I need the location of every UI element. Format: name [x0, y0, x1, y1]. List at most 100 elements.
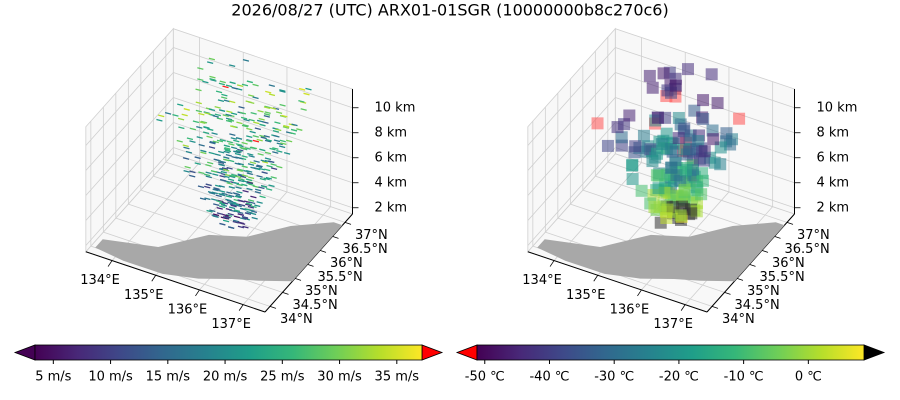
- tick-mark: [294, 278, 302, 281]
- wind-arrow: [300, 108, 307, 111]
- wind-arrow: [256, 174, 263, 178]
- wind-arrow: [241, 155, 248, 158]
- wind-arrow: [200, 120, 208, 124]
- colorbar-tick-label: 30 m/s: [317, 370, 362, 385]
- grid-line: [527, 97, 616, 196]
- tick-mark: [307, 264, 314, 267]
- wind-arrow: [265, 176, 273, 180]
- wind-arrow: [283, 124, 290, 128]
- wind-arrow: [210, 79, 217, 82]
- wind-arrow: [207, 128, 214, 131]
- grid-line: [85, 72, 174, 171]
- wind-arrow: [260, 159, 267, 163]
- wind-arrow: [244, 203, 252, 207]
- voxel: [591, 117, 604, 130]
- tick-mark: [151, 275, 157, 282]
- wind-arrow: [260, 136, 267, 140]
- wind-arrow: [225, 195, 233, 199]
- wind-arrow: [232, 181, 240, 185]
- wind-arrow: [279, 103, 286, 107]
- wind-arrow: [252, 96, 259, 100]
- colorbar-tick-label: 35 m/s: [375, 370, 420, 385]
- y-tick-label: 34.5°N: [293, 298, 338, 313]
- wind-arrow: [183, 108, 190, 111]
- wind-arrow: [195, 101, 202, 105]
- wind-arrow: [209, 191, 216, 195]
- wind-arrow: [194, 156, 201, 160]
- wind-arrow: [219, 175, 226, 178]
- wind-arrow: [196, 136, 203, 139]
- voxel: [635, 184, 648, 197]
- wind-arrow: [208, 151, 215, 155]
- x-tick-label: 136°E: [168, 302, 208, 317]
- voxel: [637, 129, 650, 142]
- wind-arrow: [229, 203, 237, 207]
- wind-arrow: [205, 163, 212, 167]
- wind-arrow: [264, 139, 272, 143]
- colorbar-tick-label: -20 ℃: [659, 370, 699, 385]
- voxel: [657, 67, 670, 80]
- grid-line: [85, 147, 174, 246]
- colorbar-under: [13, 344, 36, 361]
- wind-arrow: [233, 150, 240, 154]
- wind-arrow: [235, 143, 243, 147]
- wind-arrow: [238, 178, 245, 181]
- voxel: [705, 68, 718, 81]
- tick-mark: [711, 306, 719, 309]
- wind-arrow: [207, 161, 214, 165]
- wind-arrow: [209, 209, 216, 213]
- wind-arrow: [222, 85, 229, 89]
- wind-arrow: [221, 192, 228, 196]
- wind-arrow: [250, 166, 257, 170]
- wind-arrow: [185, 150, 193, 154]
- voxel: [646, 81, 659, 94]
- voxel: [683, 145, 696, 158]
- wind-arrow: [197, 78, 204, 81]
- wind-arrow: [246, 181, 254, 185]
- colorbar-tick-label: -30 ℃: [594, 370, 634, 385]
- wind-arrow: [246, 80, 254, 84]
- voxel: [643, 69, 656, 82]
- wind-arrow: [243, 200, 251, 204]
- voxel: [674, 174, 687, 187]
- wind-arrow: [218, 205, 226, 209]
- wind-arrow: [192, 120, 200, 124]
- wind-arrow: [250, 205, 257, 209]
- wind-arrow: [204, 197, 211, 201]
- wind-arrow: [235, 194, 243, 198]
- wind-arrow: [290, 128, 298, 132]
- wind-arrow: [222, 114, 229, 117]
- wind-arrow: [213, 203, 220, 207]
- tick-mark: [774, 236, 781, 239]
- wind-arrow: [225, 154, 233, 157]
- wind-arrow: [177, 103, 184, 107]
- wind-arrow: [228, 64, 236, 67]
- wind-arrow: [197, 67, 204, 70]
- voxel: [626, 159, 639, 172]
- wind-arrow: [218, 163, 225, 167]
- wind-arrow: [209, 140, 216, 144]
- wind-arrow: [305, 87, 312, 91]
- colorbar-tick-label: 15 m/s: [146, 370, 191, 385]
- wind-arrow: [212, 114, 219, 118]
- wind-arrow: [227, 178, 235, 182]
- wind-arrow: [236, 84, 244, 87]
- wind-arrow: [223, 175, 230, 179]
- wind-arrow: [263, 113, 271, 116]
- voxel: [697, 112, 710, 125]
- colorbar-tick-label: -40 ℃: [529, 370, 569, 385]
- wind-arrow: [222, 213, 229, 217]
- wind-arrow: [219, 189, 226, 193]
- x-axis-line: [85, 251, 266, 313]
- wind-arrow: [246, 187, 253, 191]
- y-tick-label: 36°N: [772, 256, 805, 271]
- wind-arrow: [237, 179, 245, 183]
- voxel: [707, 133, 720, 146]
- wind-arrow: [225, 198, 232, 202]
- wind-arrow: [257, 109, 264, 113]
- wind-arrow: [237, 221, 245, 225]
- wind-arrow: [276, 165, 283, 169]
- colorbar-tick-label: -50 ℃: [465, 370, 505, 385]
- wind-arrow: [261, 160, 269, 164]
- wind-arrow: [254, 127, 262, 131]
